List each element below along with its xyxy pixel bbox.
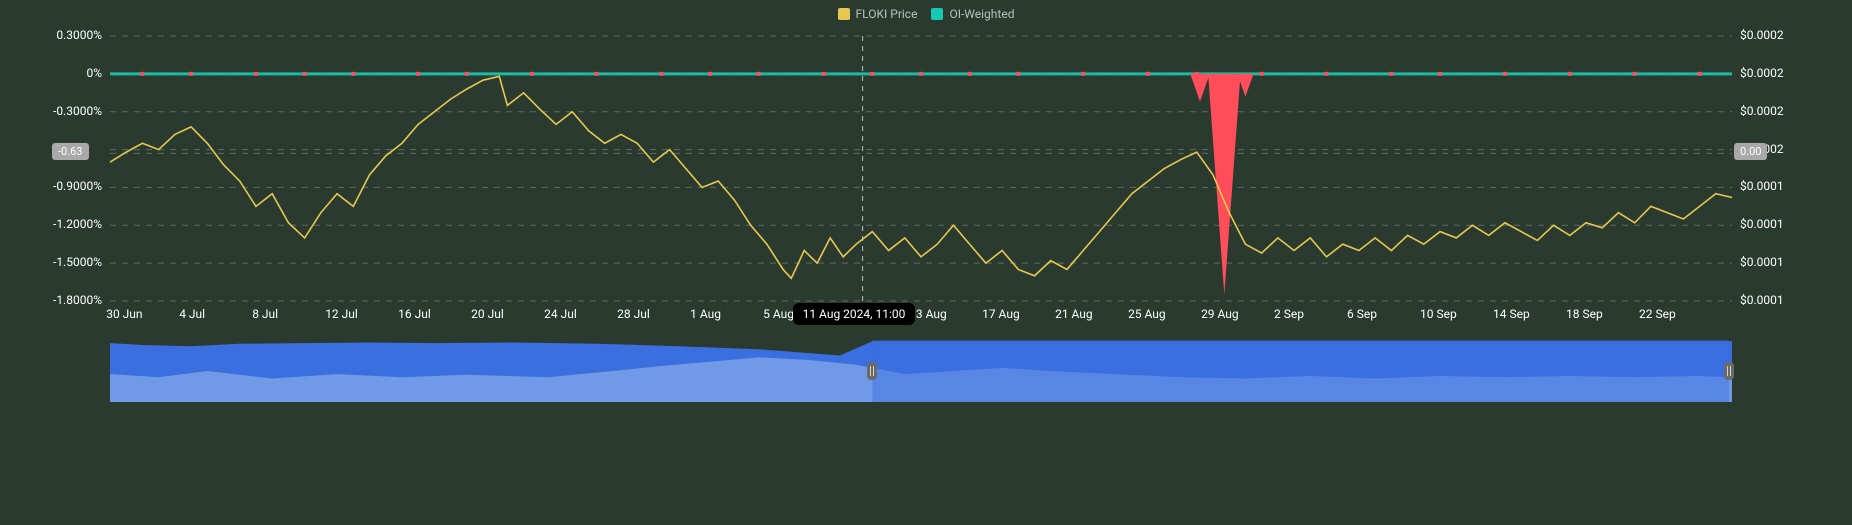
x-tick-label: 25 Aug: [1128, 307, 1166, 321]
y-right-tick-label: $0.0002: [1740, 66, 1784, 80]
x-tick-label: 29 Aug: [1201, 307, 1239, 321]
x-tick-label: 2 Sep: [1274, 307, 1304, 321]
y-right-badge: 0.00: [1734, 143, 1767, 160]
x-tick-label: 21 Aug: [1055, 307, 1093, 321]
y-left-tick-label: 0%: [86, 66, 102, 80]
main-chart[interactable]: -1.8000% -1.5000% -1.2000% -0.9000% -0.3000%…: [0, 0, 1852, 331]
x-tick-label: 30 Jun: [106, 307, 142, 321]
x-tick-label: 14 Sep: [1493, 307, 1530, 321]
x-tick-label: 12 Jul: [325, 307, 358, 321]
x-tick-label: 4 Jul: [179, 307, 205, 321]
brush-svg[interactable]: [0, 340, 1852, 402]
x-tick-label: 22 Sep: [1639, 307, 1676, 321]
brush-handle-left[interactable]: [867, 362, 877, 380]
y-left-tick-label: -0.9000%: [53, 179, 102, 193]
x-tick-label: 17 Aug: [982, 307, 1020, 321]
brush-navigator[interactable]: [0, 340, 1852, 402]
y-left-badge: -0.63: [52, 143, 89, 160]
x-tick-label: 24 Jul: [544, 307, 577, 321]
brush-handle-right[interactable]: [1724, 362, 1734, 380]
x-tick-label: 16 Jul: [398, 307, 431, 321]
y-left-tick-label: 0.3000%: [56, 28, 102, 42]
x-tick-label: 10 Sep: [1420, 307, 1457, 321]
x-tick-label: 20 Jul: [471, 307, 504, 321]
x-tick-label: 5 Aug: [763, 307, 794, 321]
x-tick-label: 18 Sep: [1566, 307, 1603, 321]
x-tick-label: 8 Jul: [252, 307, 278, 321]
x-tick-label: 6 Sep: [1347, 307, 1377, 321]
y-right-tick-label: $0.0001: [1740, 179, 1784, 193]
y-right-tick-label: $0.0002: [1740, 104, 1784, 118]
crosshair-tooltip: 11 Aug 2024, 11:00: [793, 303, 916, 325]
x-tick-label: 1 Aug: [690, 307, 721, 321]
y-right-tick-label: $0.0002: [1740, 28, 1784, 42]
y-left-tick-label: -0.3000%: [53, 104, 102, 118]
y-right-tick-label: $0.0001: [1740, 293, 1784, 307]
y-right-tick-label: $0.0001: [1740, 255, 1784, 269]
main-chart-svg[interactable]: [0, 0, 1852, 306]
y-right-tick-label: $0.0001: [1740, 217, 1784, 231]
y-left-tick-label: -1.2000%: [53, 217, 102, 231]
chart-root: { "canvas": { "width": 1852, "height": 5…: [0, 0, 1852, 525]
x-tick-label: 28 Jul: [617, 307, 650, 321]
y-left-tick-label: -1.5000%: [53, 255, 102, 269]
y-left-tick-label: -1.8000%: [53, 293, 102, 307]
